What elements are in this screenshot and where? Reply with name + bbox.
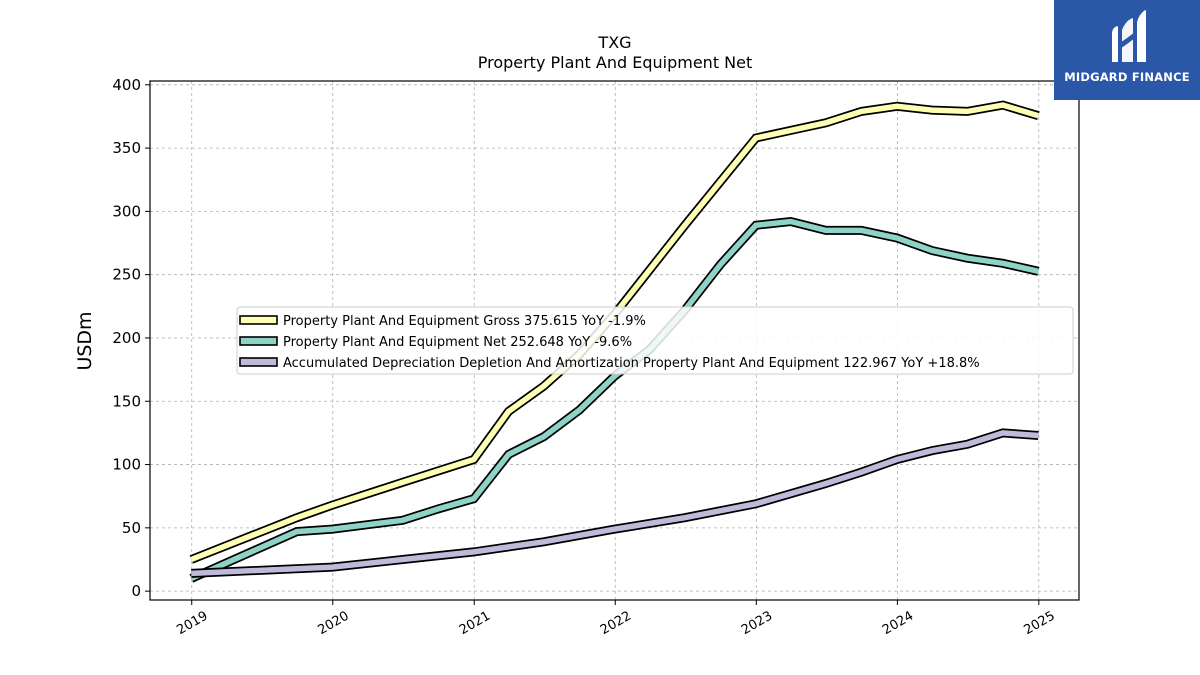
legend-label-0: Property Plant And Equipment Gross 375.6… (283, 314, 646, 329)
y-axis-label: USDm (74, 311, 96, 370)
y-tick-label: 250 (112, 266, 141, 284)
legend-label-1: Property Plant And Equipment Net 252.648… (283, 335, 632, 350)
chart-title: TXG (597, 33, 631, 52)
x-tick-label: 2024 (880, 609, 916, 639)
x-tick-label: 2022 (598, 609, 634, 639)
legend-swatch-0 (239, 315, 278, 325)
plot-frame (149, 80, 1080, 601)
x-tick-label: 2023 (739, 609, 775, 639)
y-tick-label: 350 (112, 139, 141, 157)
x-tick-label: 2021 (457, 609, 493, 639)
legend-swatch-2 (239, 357, 278, 367)
x-tick-label: 2025 (1021, 609, 1057, 639)
logo-text: MIDGARD FINANCE (1064, 70, 1190, 84)
y-tick-label: 400 (112, 76, 141, 94)
y-tick-label: 200 (112, 329, 141, 347)
legend-label-2: Accumulated Depreciation Depletion And A… (283, 356, 980, 371)
chart-subtitle: Property Plant And Equipment Net (478, 53, 753, 72)
logo: MIDGARD FINANCE (1054, 0, 1200, 100)
legend-swatch-1 (239, 336, 278, 346)
x-tick-label: 2020 (315, 609, 351, 639)
legend: Property Plant And Equipment Gross 375.6… (236, 306, 1074, 375)
series-line-0 (190, 102, 1040, 563)
legend-box (236, 306, 1074, 375)
x-tick-label: 2019 (174, 609, 210, 639)
series-line-2 (191, 430, 1039, 577)
y-tick-label: 100 (112, 456, 141, 474)
y-tick-label: 50 (122, 519, 141, 537)
midgard-logo-icon (1112, 10, 1146, 62)
y-tick-label: 150 (112, 392, 141, 410)
y-tick-label: 0 (131, 582, 141, 600)
y-tick-label: 300 (112, 202, 141, 220)
